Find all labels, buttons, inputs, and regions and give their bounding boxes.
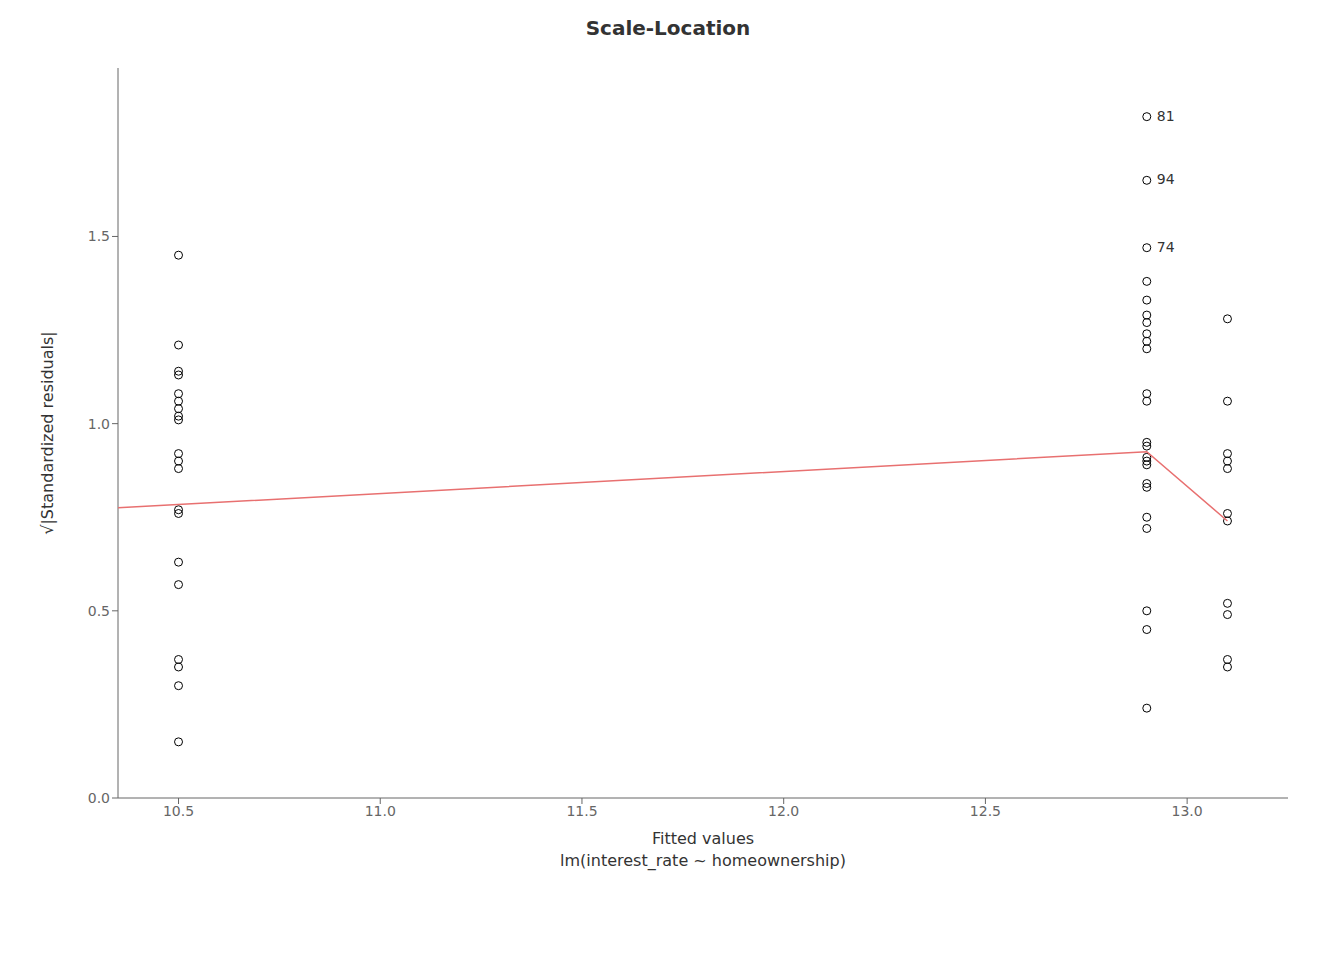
svg-text:11.5: 11.5 bbox=[566, 803, 597, 819]
svg-text:10.5: 10.5 bbox=[163, 803, 194, 819]
svg-text:Fitted valueslm(interest_rate: Fitted valueslm(interest_rate ~ homeowne… bbox=[560, 829, 846, 871]
svg-text:0.5: 0.5 bbox=[88, 603, 110, 619]
svg-text:1.5: 1.5 bbox=[88, 228, 110, 244]
svg-text:0.0: 0.0 bbox=[88, 790, 110, 806]
svg-text:74: 74 bbox=[1157, 239, 1175, 255]
svg-text:13.0: 13.0 bbox=[1172, 803, 1203, 819]
svg-text:12.5: 12.5 bbox=[970, 803, 1001, 819]
svg-text:11.0: 11.0 bbox=[365, 803, 396, 819]
svg-text:12.0: 12.0 bbox=[768, 803, 799, 819]
svg-text:94: 94 bbox=[1157, 171, 1175, 187]
svg-text:81: 81 bbox=[1157, 108, 1175, 124]
html-text:Scale-Location: Scale-Location bbox=[585, 16, 751, 40]
svg-text:1.0: 1.0 bbox=[88, 416, 110, 432]
svg-text:√|Standardized residuals|: √|Standardized residuals| bbox=[38, 331, 57, 534]
